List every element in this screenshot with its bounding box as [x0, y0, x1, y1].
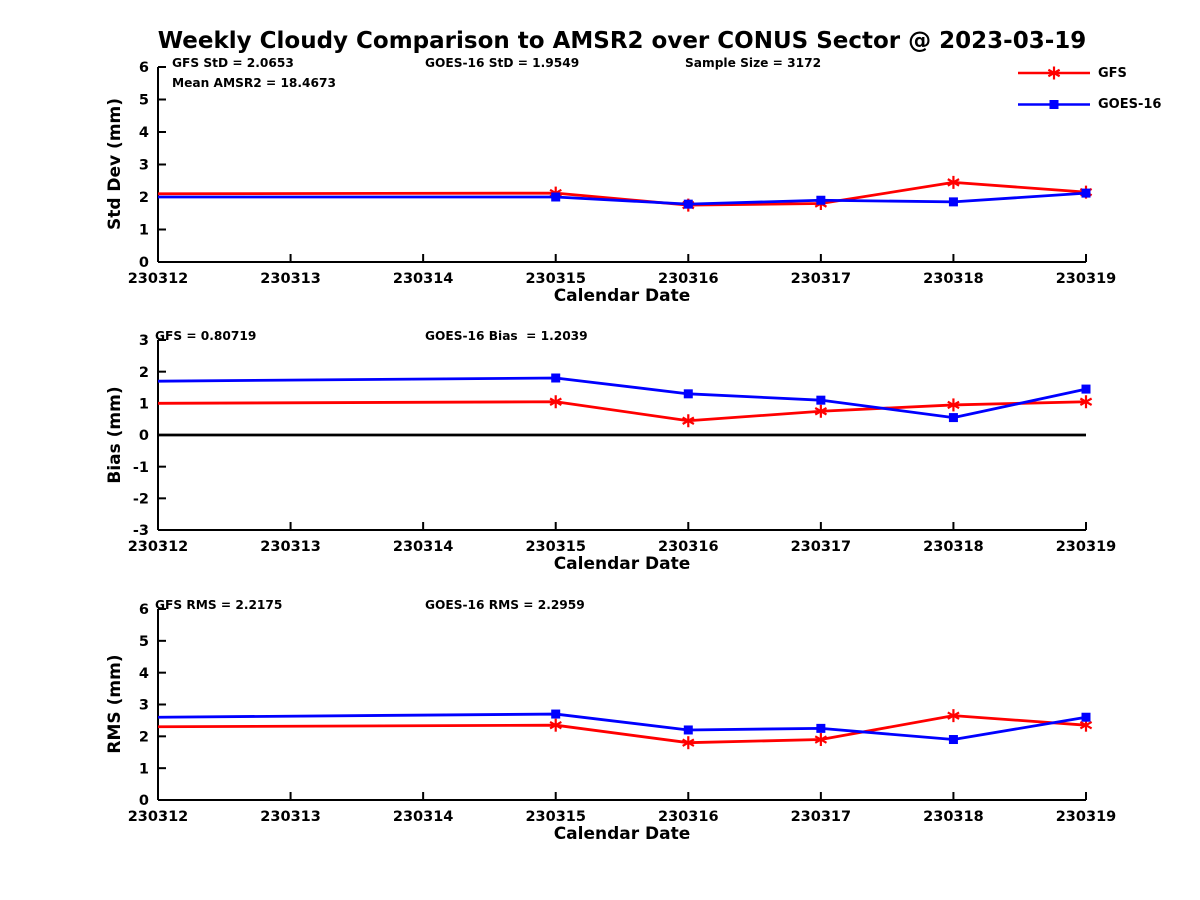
y-tick-label: 2 — [139, 365, 149, 381]
square-marker-icon — [948, 197, 958, 207]
x-tick-label: 230312 — [128, 809, 189, 825]
rms-gfs-annotation: GFS RMS = 2.2175 — [155, 598, 283, 612]
asterisk-marker-icon — [1079, 397, 1093, 406]
y-tick-label: 3 — [139, 158, 149, 174]
sample-size-annotation: Sample Size = 3172 — [685, 56, 822, 70]
asterisk-marker-icon — [947, 711, 960, 720]
square-marker-icon — [1081, 712, 1091, 722]
x-tick-label: 230315 — [525, 539, 586, 555]
x-tick-label: 230313 — [260, 539, 321, 555]
square-marker-icon — [948, 735, 958, 745]
rms-x-axis-label: Calendar Date — [553, 824, 691, 844]
x-tick-label: 230313 — [260, 271, 321, 287]
series-line-goes-16 — [157, 376, 1087, 419]
x-tick-label: 230318 — [923, 539, 984, 555]
square-marker-icon — [948, 413, 958, 423]
x-tick-label: 230314 — [393, 271, 454, 287]
y-tick-label: 5 — [139, 93, 149, 109]
y-tick-label: 0 — [139, 428, 149, 444]
square-marker-icon — [1081, 384, 1091, 394]
square-marker-icon — [816, 723, 826, 733]
x-tick-label: 230316 — [658, 539, 719, 555]
x-tick-label: 230313 — [260, 809, 321, 825]
asterisk-marker-icon — [1079, 720, 1093, 730]
y-tick-label: 2 — [139, 730, 149, 746]
y-tick-label: 6 — [139, 60, 149, 76]
asterisk-marker-icon — [947, 400, 960, 410]
square-marker-icon — [683, 389, 693, 399]
series-line-gfs — [157, 714, 1087, 745]
x-tick-label: 230317 — [791, 271, 852, 287]
x-tick-label: 230319 — [1056, 271, 1117, 287]
y-tick-label: 3 — [139, 333, 149, 349]
y-tick-label: 6 — [139, 602, 149, 618]
asterisk-marker-icon — [549, 720, 562, 730]
square-marker-icon — [551, 709, 561, 719]
stddev-goes16-annotation: GOES-16 StD = 1.9549 — [425, 56, 580, 70]
y-tick-label: 5 — [139, 634, 149, 650]
mean-amsr2-annotation: Mean AMSR2 = 18.4673 — [172, 76, 336, 90]
x-tick-label: 230316 — [658, 809, 719, 825]
square-marker-icon — [1049, 100, 1059, 109]
legend-label-goes16: GOES-16 — [1098, 97, 1162, 112]
series-line-gfs — [157, 400, 1087, 423]
y-tick-label: -1 — [133, 460, 149, 476]
series-line-goes-16 — [158, 191, 1087, 206]
y-tick-label: -2 — [133, 492, 149, 508]
square-marker-icon — [816, 395, 826, 405]
series-line-gfs — [157, 180, 1087, 207]
rms-goes16-annotation: GOES-16 RMS = 2.2959 — [425, 598, 585, 612]
x-tick-label: 230319 — [1056, 539, 1117, 555]
x-tick-label: 230318 — [923, 271, 984, 287]
x-tick-label: 230315 — [525, 271, 586, 287]
y-tick-label: 4 — [139, 125, 149, 141]
y-tick-label: 2 — [139, 190, 149, 206]
asterisk-marker-icon — [549, 397, 562, 406]
x-tick-label: 230317 — [791, 539, 852, 555]
x-tick-label: 230312 — [128, 539, 189, 555]
x-tick-label: 230315 — [525, 809, 586, 825]
x-tick-label: 230319 — [1056, 809, 1117, 825]
y-tick-label: 0 — [139, 255, 149, 271]
asterisk-marker-icon — [682, 416, 695, 425]
figure-title: Weekly Cloudy Comparison to AMSR2 over C… — [157, 28, 1087, 54]
series-line-goes-16 — [157, 712, 1087, 741]
stddev-y-axis-label: Std Dev (mm) — [105, 97, 125, 231]
bias-x-axis-label: Calendar Date — [553, 554, 691, 574]
x-tick-label: 230312 — [128, 271, 189, 287]
x-tick-label: 230314 — [393, 809, 454, 825]
y-tick-label: 3 — [139, 698, 149, 714]
x-tick-label: 230314 — [393, 539, 454, 555]
square-marker-icon — [551, 373, 561, 383]
square-marker-icon — [683, 199, 693, 209]
y-tick-label: -3 — [133, 523, 149, 539]
stddev-x-axis-label: Calendar Date — [553, 286, 691, 306]
x-tick-label: 230318 — [923, 809, 984, 825]
square-marker-icon — [816, 195, 826, 205]
asterisk-marker-icon — [814, 407, 828, 416]
y-tick-label: 1 — [139, 397, 149, 413]
x-tick-label: 230316 — [658, 271, 719, 287]
y-tick-label: 4 — [139, 666, 149, 682]
asterisk-marker-icon — [814, 735, 828, 744]
y-tick-label: 0 — [139, 793, 149, 809]
asterisk-marker-icon — [682, 738, 695, 747]
bias-y-axis-label: Bias (mm) — [105, 386, 125, 484]
bias-goes16-annotation: GOES-16 Bias = 1.2039 — [425, 329, 588, 343]
bias-gfs-annotation: GFS = 0.80719 — [155, 329, 257, 343]
stddev-gfs-annotation: GFS StD = 2.0653 — [172, 56, 294, 70]
square-marker-icon — [683, 725, 693, 735]
y-tick-label: 1 — [139, 761, 149, 777]
square-marker-icon — [551, 192, 561, 202]
rms-y-axis-label: RMS (mm) — [105, 654, 125, 754]
asterisk-marker-icon — [947, 178, 960, 187]
y-tick-label: 1 — [139, 223, 149, 239]
x-tick-label: 230317 — [791, 809, 852, 825]
asterisk-marker-icon — [1047, 68, 1061, 78]
square-marker-icon — [1081, 188, 1091, 198]
legend-label-gfs: GFS — [1098, 66, 1127, 81]
